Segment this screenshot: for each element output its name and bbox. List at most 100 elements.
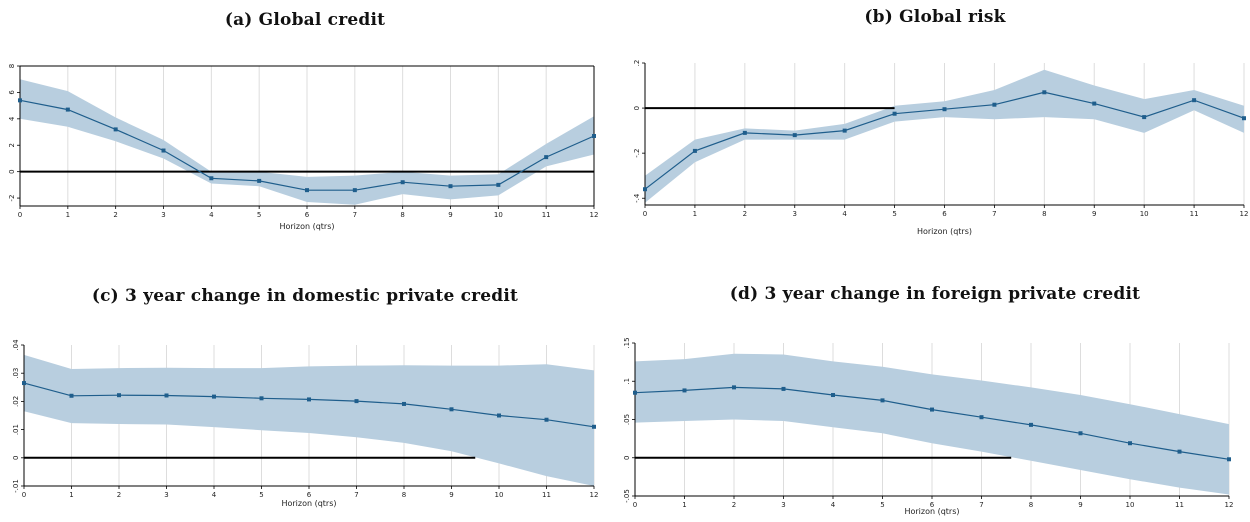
y-tick-label: .02 xyxy=(12,396,20,407)
x-tick-label: 7 xyxy=(992,210,996,218)
y-tick-label: -2 xyxy=(8,195,16,202)
data-point xyxy=(69,393,74,398)
y-tick-label: -.05 xyxy=(623,489,631,503)
data-point xyxy=(113,127,118,132)
x-tick-label: 10 xyxy=(1140,210,1149,218)
y-tick-label: .03 xyxy=(12,368,20,379)
x-tick-label: 10 xyxy=(495,491,504,499)
chart-title: (b) Global risk xyxy=(864,7,1006,27)
chart-panel-b: (b) Global risk 0 1 2 3 4 5 6 7 8 9 10 11 12 -.4 -.2 0.… xyxy=(620,0,1250,250)
x-tick-label: 11 xyxy=(1175,501,1184,509)
data-point xyxy=(692,148,697,153)
data-point xyxy=(212,394,216,399)
x-tick-label: 9 xyxy=(1092,210,1096,218)
x-tick-label: 9 xyxy=(448,211,452,219)
x-tick-label: 6 xyxy=(942,210,947,218)
data-point xyxy=(449,407,454,412)
data-point xyxy=(942,107,947,112)
x-tick-label: 7 xyxy=(354,491,358,499)
data-point xyxy=(257,178,262,183)
chart-title: (c) 3 year change in domestic private cr… xyxy=(91,286,519,306)
y-tick-label: .05 xyxy=(623,414,631,425)
data-point xyxy=(930,407,934,412)
x-tick-label: 7 xyxy=(353,211,357,219)
x-tick-label: 10 xyxy=(1126,501,1135,509)
x-tick-label: 0 xyxy=(18,211,22,219)
chart-panel-d: (d) 3 year change in foreign private cre… xyxy=(620,262,1250,517)
chart-title: (a) Global credit xyxy=(224,10,386,30)
data-point xyxy=(448,184,453,189)
chart-panel-a: (a) Global credit 0 1 2 3 4 5 6 7 8 9 10 11 12 -2 0 2 4 6… xyxy=(0,0,610,250)
x-tick-label: 7 xyxy=(979,501,983,509)
data-point xyxy=(633,390,637,395)
x-tick-label: 11 xyxy=(1190,210,1199,218)
x-axis-label: Horizon (qtrs) xyxy=(904,507,959,516)
x-tick-label: 8 xyxy=(400,211,404,219)
x-tick-label: 0 xyxy=(643,210,647,218)
data-point xyxy=(544,155,549,160)
y-tick-label: 0 xyxy=(633,106,641,110)
data-point xyxy=(1192,98,1197,103)
chart-panel-c: (c) 3 year change in domestic private cr… xyxy=(0,262,610,517)
y-tick-label: -.01 xyxy=(12,479,20,493)
x-tick-label: 1 xyxy=(682,501,686,509)
data-point xyxy=(354,399,359,404)
data-point xyxy=(1078,431,1083,436)
data-point xyxy=(1177,449,1182,454)
x-tick-label: 1 xyxy=(693,210,697,218)
x-tick-label: 0 xyxy=(22,491,26,499)
x-tick-label: 4 xyxy=(209,211,214,219)
data-point xyxy=(65,107,70,112)
confidence-band xyxy=(24,354,594,486)
x-tick-label: 3 xyxy=(793,210,797,218)
x-tick-label: 11 xyxy=(542,491,551,499)
x-axis-label: Horizon (qtrs) xyxy=(281,499,336,508)
y-tick-label: .04 xyxy=(12,339,20,351)
x-tick-label: 5 xyxy=(259,491,263,499)
data-point xyxy=(496,182,501,187)
data-point xyxy=(209,176,214,181)
x-tick-label: 2 xyxy=(743,210,747,218)
data-point xyxy=(732,385,736,390)
data-point xyxy=(992,102,997,107)
y-tick-label: .2 xyxy=(633,60,641,67)
x-axis-label: Horizon (qtrs) xyxy=(279,222,334,231)
data-point xyxy=(1092,101,1097,106)
x-tick-label: 4 xyxy=(842,210,847,218)
y-tick-label: 0 xyxy=(8,169,16,173)
data-point xyxy=(1042,90,1047,95)
y-tick-label: 0 xyxy=(623,456,631,460)
data-point xyxy=(164,393,169,398)
x-tick-label: 4 xyxy=(831,501,836,509)
data-point xyxy=(643,187,647,192)
data-point xyxy=(592,134,596,138)
data-point xyxy=(305,188,309,193)
data-point xyxy=(117,393,121,398)
x-axis-label: Horizon (qtrs) xyxy=(917,227,972,236)
x-tick-label: 8 xyxy=(1042,210,1046,218)
chart-plot: 0 1 2 3 4 5 6 7 8 9 10 11 12-.010.01.02.03.04Horizon… xyxy=(12,339,598,508)
x-tick-label: 4 xyxy=(212,491,217,499)
x-tick-label: 12 xyxy=(590,211,599,219)
x-tick-label: 6 xyxy=(305,211,310,219)
data-point xyxy=(352,188,357,193)
data-point xyxy=(497,413,501,418)
y-tick-label: 4 xyxy=(8,116,16,121)
x-tick-label: 3 xyxy=(161,211,165,219)
x-tick-label: 3 xyxy=(164,491,168,499)
data-point xyxy=(592,424,596,429)
x-tick-label: 11 xyxy=(542,211,551,219)
data-point xyxy=(18,98,22,103)
x-tick-label: 1 xyxy=(66,211,70,219)
data-point xyxy=(1242,116,1246,121)
data-point xyxy=(792,133,797,138)
x-tick-label: 8 xyxy=(1029,501,1033,509)
data-point xyxy=(682,388,687,393)
data-point xyxy=(402,401,406,406)
x-tick-label: 2 xyxy=(113,211,117,219)
x-tick-label: 6 xyxy=(307,491,312,499)
x-tick-label: 5 xyxy=(880,501,884,509)
confidence-band xyxy=(20,79,594,205)
